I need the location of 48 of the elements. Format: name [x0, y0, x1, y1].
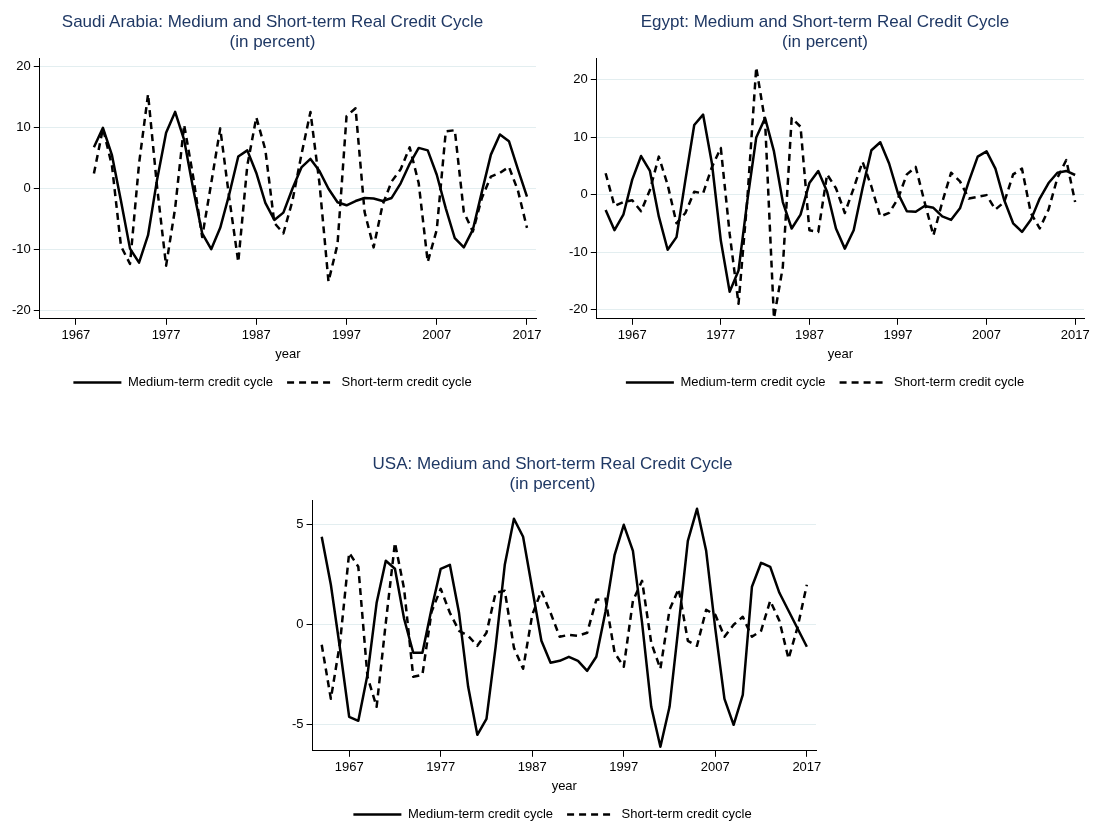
y-tick-label: -5 — [292, 716, 304, 732]
y-tick-label: 10 — [573, 128, 588, 144]
legend-label: Short-term credit cycle — [621, 806, 752, 822]
x-tick-label: 1987 — [794, 327, 824, 343]
y-tick-label: 0 — [296, 616, 304, 632]
x-axis-title: year — [275, 345, 302, 361]
y-tick-label: -20 — [11, 302, 31, 318]
x-axis-title: year — [827, 345, 854, 361]
x-tick-label: 2007 — [700, 759, 730, 775]
x-tick-label: 1997 — [609, 759, 639, 775]
y-tick-label: -20 — [568, 301, 588, 317]
x-tick-label: 1987 — [241, 327, 271, 343]
x-tick-label: 1967 — [617, 327, 647, 343]
legend-label: Short-term credit cycle — [341, 374, 472, 390]
chart-subtitle: (in percent) — [229, 32, 316, 52]
x-tick-label: 2017 — [512, 327, 542, 343]
legend-label: Short-term credit cycle — [894, 374, 1025, 390]
y-tick-label: 10 — [16, 119, 31, 135]
legend-label: Medium-term credit cycle — [407, 806, 554, 822]
chart-subtitle: (in percent) — [782, 32, 868, 52]
chart-title: Saudi Arabia: Medium and Short-term Real Credit Cycle — [61, 11, 484, 31]
chart-title: Egypt: Medium and Short-term Real Credit Cycle — [640, 11, 1010, 31]
x-axis-title: year — [551, 777, 578, 793]
y-tick-label: 0 — [580, 186, 588, 202]
x-tick-label: 2007 — [422, 327, 452, 343]
chart-title: USA: Medium and Short-term Real Credit Cycle — [372, 453, 733, 473]
x-tick-label: 1987 — [517, 759, 547, 775]
y-tick-label: -10 — [11, 241, 31, 257]
y-tick-label: 0 — [23, 180, 31, 196]
x-tick-label: 1977 — [151, 327, 181, 343]
chart-subtitle: (in percent) — [509, 474, 596, 494]
line-series — [92, 92, 529, 283]
x-tick-label: 1997 — [332, 327, 361, 343]
x-tick-label: 2017 — [1060, 327, 1090, 343]
x-tick-label: 2007 — [972, 327, 1002, 343]
y-tick-label: 20 — [16, 58, 31, 74]
x-tick-label: 1977 — [706, 327, 736, 343]
y-tick-label: -10 — [568, 243, 588, 259]
legend-label: Medium-term credit cycle — [127, 374, 274, 390]
legend-label: Medium-term credit cycle — [680, 374, 826, 390]
x-tick-label: 1967 — [334, 759, 364, 775]
x-tick-label: 1967 — [61, 327, 91, 343]
x-tick-label: 1997 — [883, 327, 913, 343]
y-tick-label: 5 — [296, 516, 304, 532]
y-tick-label: 20 — [573, 71, 588, 87]
x-tick-label: 1977 — [426, 759, 456, 775]
line-series — [604, 66, 1077, 319]
x-tick-label: 2017 — [792, 759, 822, 775]
